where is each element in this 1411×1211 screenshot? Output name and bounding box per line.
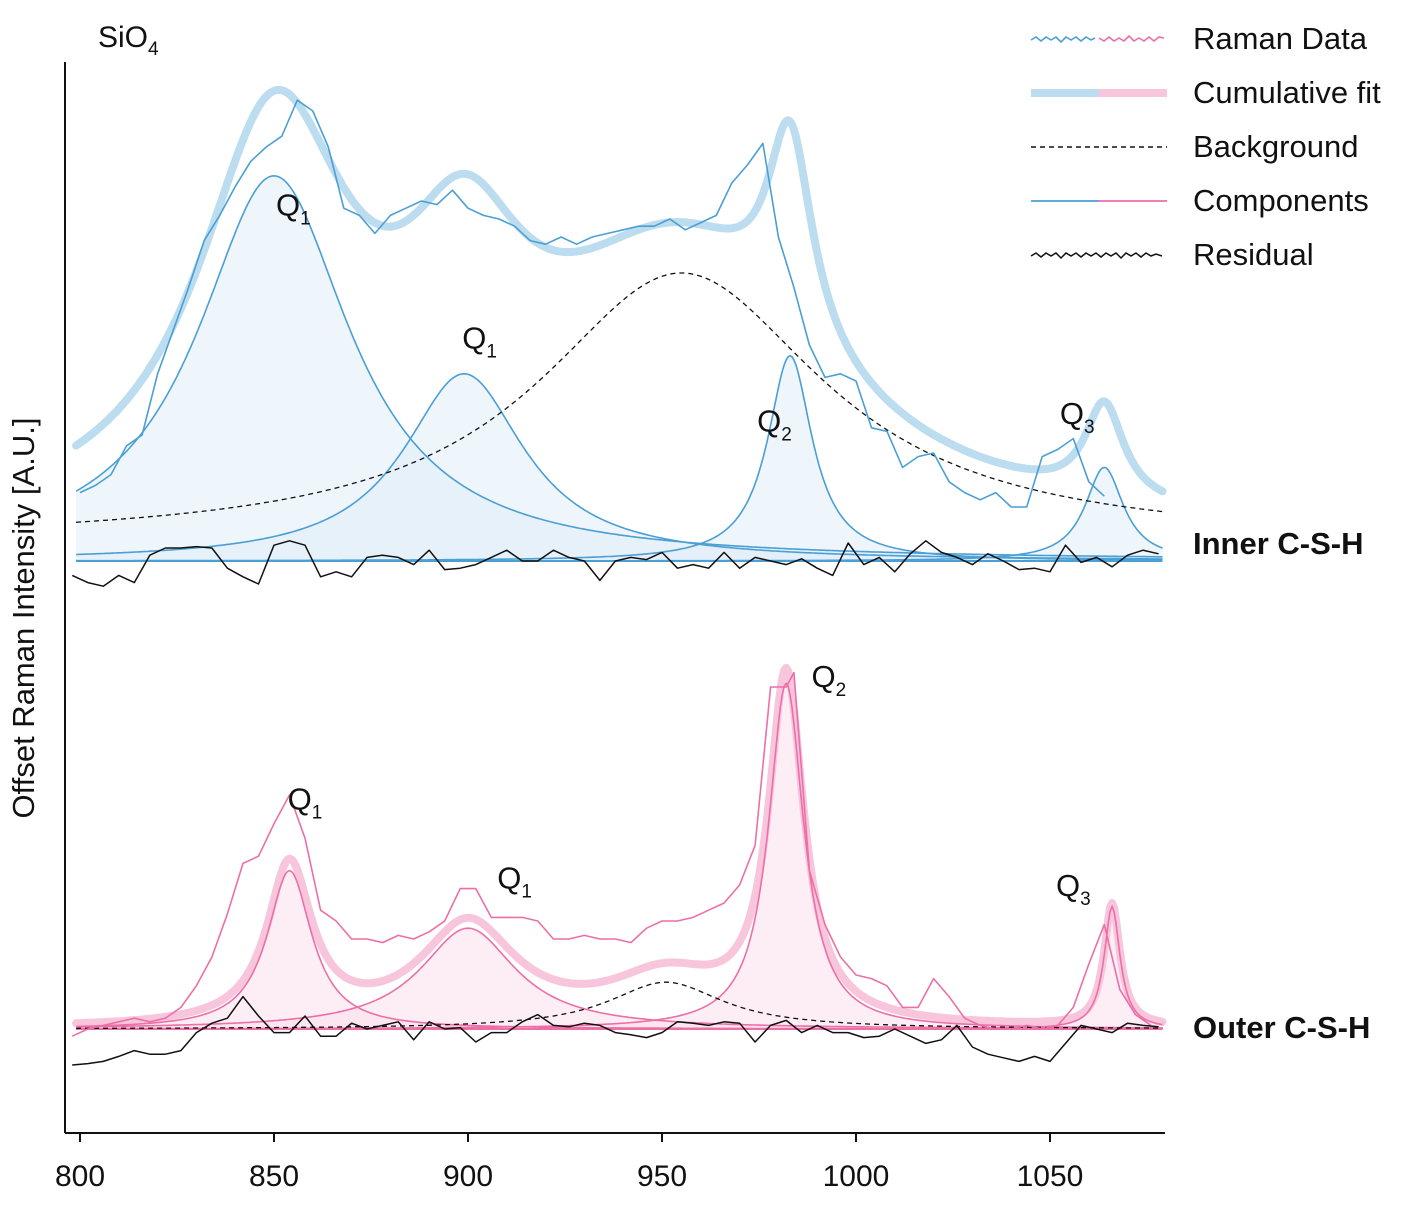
outer-peak-label-4: Q3 <box>1056 868 1091 910</box>
inner-peak-label-4: Q3 <box>1060 396 1095 438</box>
inner-component-fill-2 <box>76 373 1163 561</box>
outer-component-fill-1 <box>76 870 1163 1029</box>
outer-peak-label-subscript-4: 3 <box>1080 889 1091 910</box>
inner-peak-label-2: Q1 <box>462 321 497 363</box>
inner-peak-label-subscript-1: 1 <box>300 208 311 229</box>
outer-background-line <box>76 981 1163 1030</box>
x-tick-label-1050: 1050 <box>1017 1160 1084 1193</box>
outer-peak-label-main-3: Q <box>811 659 835 694</box>
inner-peak-label-3: Q2 <box>757 403 792 445</box>
axes: 800 850 900 950 1000 1050 <box>55 62 1165 1193</box>
legend-swatch-raw-data-pink <box>1098 34 1165 43</box>
inner-background-line <box>76 272 1163 523</box>
outer-peak-label-1: Q1 <box>288 781 323 823</box>
legend-swatch-residual <box>1030 252 1163 260</box>
inner-peak-label-main-4: Q <box>1060 396 1084 431</box>
legend-swatch-raw-data-blue <box>1030 35 1096 44</box>
outer-raw-data <box>71 671 1152 1037</box>
legend-label-residual: Residual <box>1193 237 1314 272</box>
outer-peak-label-main-1: Q <box>288 781 312 816</box>
x-tick-label-900: 900 <box>443 1160 493 1193</box>
y-axis-title: Offset Raman Intensity [A.U.] <box>6 418 41 819</box>
outer-peak-label-2: Q1 <box>497 861 532 903</box>
outer-peak-label-3: Q2 <box>811 659 846 701</box>
legend-label-background: Background <box>1193 129 1358 164</box>
x-tick-label-850: 850 <box>249 1160 299 1193</box>
inner-peak-label-subscript-2: 1 <box>486 342 497 363</box>
inner-peak-label-subscript-3: 2 <box>781 424 792 445</box>
inner-peak-label-main-1: Q <box>276 187 300 222</box>
x-tick-label-950: 950 <box>637 1160 687 1193</box>
outer-peak-label-main-2: Q <box>497 861 521 896</box>
outer-peak-label-subscript-1: 1 <box>312 802 323 823</box>
legend-label-raw-data: Raman Data <box>1193 21 1368 56</box>
inner-component-fill-1 <box>76 175 1163 562</box>
legend-label-components: Components <box>1193 183 1369 218</box>
inner-raw-data <box>79 99 1105 508</box>
inner-component-line-1 <box>75 174 1163 558</box>
inner-peak-label-subscript-4: 3 <box>1084 417 1095 438</box>
x-ticks: 800 850 900 950 1000 1050 <box>55 1133 1083 1193</box>
legend: Raman Data Cumulative fit Background Com… <box>1030 21 1381 272</box>
sample-label-outer: Outer C-S-H <box>1193 1010 1370 1045</box>
inner-peak-label-main-2: Q <box>462 321 486 356</box>
inner-peak-label-1: Q1 <box>276 187 311 229</box>
outer-peak-label-subscript-2: 1 <box>521 882 532 903</box>
chart-title-subscript: 4 <box>148 39 159 60</box>
inner-cumulative-fit <box>72 85 1167 496</box>
inner-peak-label-main-3: Q <box>757 403 781 438</box>
chart-title-main: SiO <box>98 21 148 54</box>
x-tick-label-1000: 1000 <box>823 1160 890 1193</box>
sample-label-inner: Inner C-S-H <box>1193 526 1364 561</box>
outer-peak-label-main-4: Q <box>1056 868 1080 903</box>
chart-title: SiO4 <box>98 21 159 60</box>
x-tick-label-800: 800 <box>55 1160 105 1193</box>
outer-peak-label-subscript-3: 2 <box>836 680 847 701</box>
outer-cumulative-fit <box>72 663 1167 1028</box>
outer-residual <box>72 995 1159 1066</box>
legend-label-cumulative-fit: Cumulative fit <box>1193 75 1381 110</box>
inner-residual <box>71 540 1159 587</box>
inner-component-fill-4 <box>76 467 1163 561</box>
